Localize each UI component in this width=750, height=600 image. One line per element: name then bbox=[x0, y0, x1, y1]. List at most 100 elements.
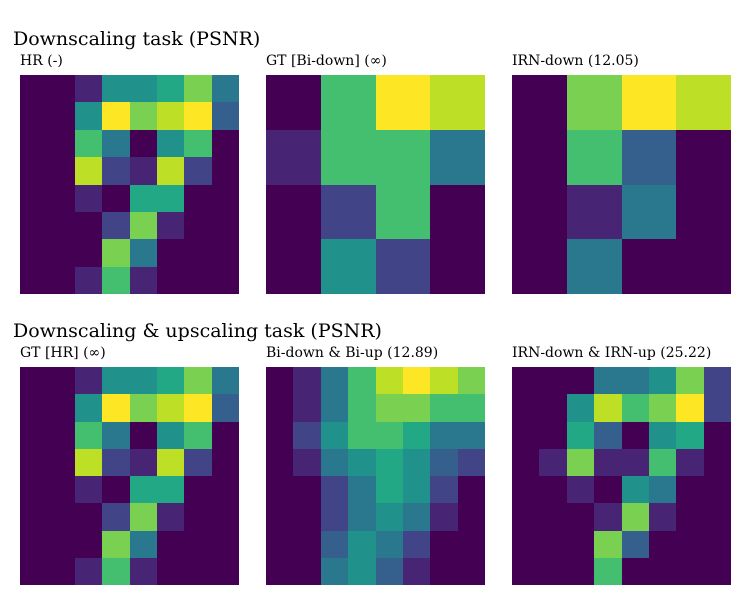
heatmap-irn-down-irn-up-cell-r0-c6 bbox=[676, 367, 704, 394]
heatmap-gt-hr-cell-r6-c4 bbox=[130, 531, 157, 558]
heatmap-bi-down-bi-up-cell-r2-c3 bbox=[348, 422, 376, 449]
heatmap-irn-down-irn-up-cell-r3-c7 bbox=[704, 449, 731, 476]
heatmap-bi-down-bi-up-cell-r4-c3 bbox=[348, 476, 376, 503]
heatmap-irn-down-irn-up-cell-r6-c0 bbox=[512, 531, 539, 558]
heatmap-gt-bi-down-cell-r3-c1 bbox=[321, 239, 376, 294]
heatmap-gt-hr-cell-r0-c2 bbox=[75, 367, 102, 394]
heatmap-gt-hr-cell-r6-c5 bbox=[157, 531, 184, 558]
heatmap-gt-hr-cell-r2-c1 bbox=[47, 422, 75, 449]
heatmap-irn-down-irn-up-cell-r7-c1 bbox=[539, 558, 567, 585]
heatmap-bi-down-bi-up-cell-r5-c1 bbox=[293, 503, 321, 531]
heatmap-irn-down-irn-up-cell-r3-c6 bbox=[676, 449, 704, 476]
panel-title-gt-bi-down: GT [Bi-down] (∞) bbox=[266, 53, 387, 69]
heatmap-gt-hr-cell-r2-c5 bbox=[157, 422, 184, 449]
heatmap-hr-cell-r3-c7 bbox=[212, 157, 239, 185]
heatmap-gt-bi-down-cell-r0-c0 bbox=[266, 75, 321, 130]
heatmap-hr-cell-r5-c3 bbox=[102, 212, 130, 239]
heatmap-bi-down-bi-up-cell-r6-c2 bbox=[321, 531, 348, 558]
heatmap-bi-down-bi-up-cell-r3-c1 bbox=[293, 449, 321, 476]
heatmap-hr-cell-r1-c7 bbox=[212, 102, 239, 130]
heatmap-gt-hr-cell-r4-c3 bbox=[102, 476, 130, 503]
heatmap-bi-down-bi-up-cell-r1-c4 bbox=[376, 394, 403, 422]
heatmap-irn-down-irn-up-cell-r2-c1 bbox=[539, 422, 567, 449]
heatmap-gt-hr-cell-r2-c3 bbox=[102, 422, 130, 449]
heatmap-gt-hr-cell-r2-c4 bbox=[130, 422, 157, 449]
heatmap-hr-cell-r7-c2 bbox=[75, 267, 102, 294]
heatmap-hr-cell-r6-c2 bbox=[75, 239, 102, 267]
heatmap-bi-down-bi-up-cell-r7-c4 bbox=[376, 558, 403, 585]
heatmap-gt-hr-cell-r3-c2 bbox=[75, 449, 102, 476]
heatmap-hr-cell-r3-c0 bbox=[20, 157, 47, 185]
heatmap-irn-down-cell-r1-c1 bbox=[567, 130, 622, 185]
heatmap-gt-hr-cell-r4-c5 bbox=[157, 476, 184, 503]
panel-title-hr: HR (-) bbox=[20, 53, 63, 69]
heatmap-irn-down-irn-up-cell-r6-c2 bbox=[567, 531, 594, 558]
heatmap-irn-down-irn-up-cell-r4-c2 bbox=[567, 476, 594, 503]
heatmap-irn-down-irn-up-cell-r5-c1 bbox=[539, 503, 567, 531]
heatmap-bi-down-bi-up-cell-r3-c4 bbox=[376, 449, 403, 476]
heatmap-irn-down-irn-up-cell-r7-c5 bbox=[649, 558, 676, 585]
heatmap-bi-down-bi-up-cell-r7-c2 bbox=[321, 558, 348, 585]
heatmap-hr-cell-r4-c1 bbox=[47, 185, 75, 212]
heatmap-bi-down-bi-up-cell-r2-c7 bbox=[458, 422, 485, 449]
heatmap-irn-down-irn-up-cell-r3-c4 bbox=[622, 449, 649, 476]
heatmap-bi-down-bi-up-cell-r0-c0 bbox=[266, 367, 293, 394]
heatmap-irn-down-irn-up-cell-r1-c7 bbox=[704, 394, 731, 422]
heatmap-irn-down-irn-up-cell-r4-c1 bbox=[539, 476, 567, 503]
heatmap-hr-cell-r3-c6 bbox=[184, 157, 212, 185]
heatmap-bi-down-bi-up-cell-r3-c0 bbox=[266, 449, 293, 476]
heatmap-hr-cell-r0-c5 bbox=[157, 75, 184, 102]
heatmap-irn-down-cell-r3-c0 bbox=[512, 239, 567, 294]
heatmap-hr-cell-r3-c4 bbox=[130, 157, 157, 185]
heatmap-gt-hr-cell-r5-c5 bbox=[157, 503, 184, 531]
heatmap-irn-down-irn-up-cell-r5-c2 bbox=[567, 503, 594, 531]
heatmap-bi-down-bi-up-cell-r3-c5 bbox=[403, 449, 430, 476]
heatmap-hr-cell-r4-c0 bbox=[20, 185, 47, 212]
heatmap-irn-down-cell-r2-c0 bbox=[512, 185, 567, 239]
heatmap-gt-hr-cell-r7-c0 bbox=[20, 558, 47, 585]
heatmap-gt-hr-cell-r1-c4 bbox=[130, 394, 157, 422]
heatmap-gt-hr-cell-r6-c1 bbox=[47, 531, 75, 558]
panel-title-bi-down-bi-up: Bi-down & Bi-up (12.89) bbox=[266, 345, 439, 361]
heatmap-gt-bi-down-cell-r1-c2 bbox=[376, 130, 430, 185]
heatmap-hr-cell-r6-c1 bbox=[47, 239, 75, 267]
heatmap-gt-bi-down-cell-r2-c1 bbox=[321, 185, 376, 239]
heatmap-bi-down-bi-up-cell-r4-c5 bbox=[403, 476, 430, 503]
heatmap-irn-down-irn-up-cell-r1-c2 bbox=[567, 394, 594, 422]
heatmap-hr-cell-r0-c0 bbox=[20, 75, 47, 102]
heatmap-irn-down-irn-up-cell-r6-c4 bbox=[622, 531, 649, 558]
heatmap-bi-down-bi-up-cell-r0-c6 bbox=[430, 367, 458, 394]
heatmap-irn-down-irn-up-cell-r2-c5 bbox=[649, 422, 676, 449]
heatmap-irn-down-cell-r2-c2 bbox=[622, 185, 676, 239]
heatmap-gt-hr-cell-r3-c3 bbox=[102, 449, 130, 476]
panel-title-gt-hr: GT [HR] (∞) bbox=[20, 345, 106, 361]
heatmap-bi-down-bi-up-cell-r5-c3 bbox=[348, 503, 376, 531]
heatmap-gt-hr-cell-r2-c6 bbox=[184, 422, 212, 449]
heatmap-hr-cell-r2-c2 bbox=[75, 130, 102, 157]
heatmap-irn-down-irn-up-cell-r7-c4 bbox=[622, 558, 649, 585]
heatmap-gt-hr-cell-r5-c7 bbox=[212, 503, 239, 531]
heatmap-bi-down-bi-up-cell-r1-c0 bbox=[266, 394, 293, 422]
heatmap-irn-down-irn-up-cell-r5-c6 bbox=[676, 503, 704, 531]
heatmap-irn-down-irn-up-cell-r1-c5 bbox=[649, 394, 676, 422]
heatmap-irn-down-irn-up bbox=[512, 367, 731, 585]
heatmap-irn-down-irn-up-cell-r4-c5 bbox=[649, 476, 676, 503]
heatmap-bi-down-bi-up-cell-r1-c1 bbox=[293, 394, 321, 422]
heatmap-gt-hr-cell-r4-c1 bbox=[47, 476, 75, 503]
heatmap-bi-down-bi-up-cell-r3-c2 bbox=[321, 449, 348, 476]
heatmap-bi-down-bi-up-cell-r6-c6 bbox=[430, 531, 458, 558]
heatmap-gt-hr-cell-r5-c1 bbox=[47, 503, 75, 531]
heatmap-irn-down-irn-up-cell-r6-c1 bbox=[539, 531, 567, 558]
heatmap-gt-bi-down-cell-r2-c3 bbox=[430, 185, 485, 239]
heatmap-irn-down-irn-up-cell-r5-c5 bbox=[649, 503, 676, 531]
heatmap-hr-cell-r1-c3 bbox=[102, 102, 130, 130]
heatmap-hr-cell-r0-c1 bbox=[47, 75, 75, 102]
heatmap-gt-bi-down-cell-r1-c0 bbox=[266, 130, 321, 185]
heatmap-hr-cell-r1-c5 bbox=[157, 102, 184, 130]
section-title-downscaling: Downscaling task (PSNR) bbox=[13, 28, 261, 50]
heatmap-gt-hr-cell-r6-c6 bbox=[184, 531, 212, 558]
heatmap-bi-down-bi-up-cell-r6-c7 bbox=[458, 531, 485, 558]
heatmap-gt-hr-cell-r7-c1 bbox=[47, 558, 75, 585]
heatmap-irn-down-cell-r3-c3 bbox=[676, 239, 731, 294]
heatmap-bi-down-bi-up-cell-r1-c3 bbox=[348, 394, 376, 422]
